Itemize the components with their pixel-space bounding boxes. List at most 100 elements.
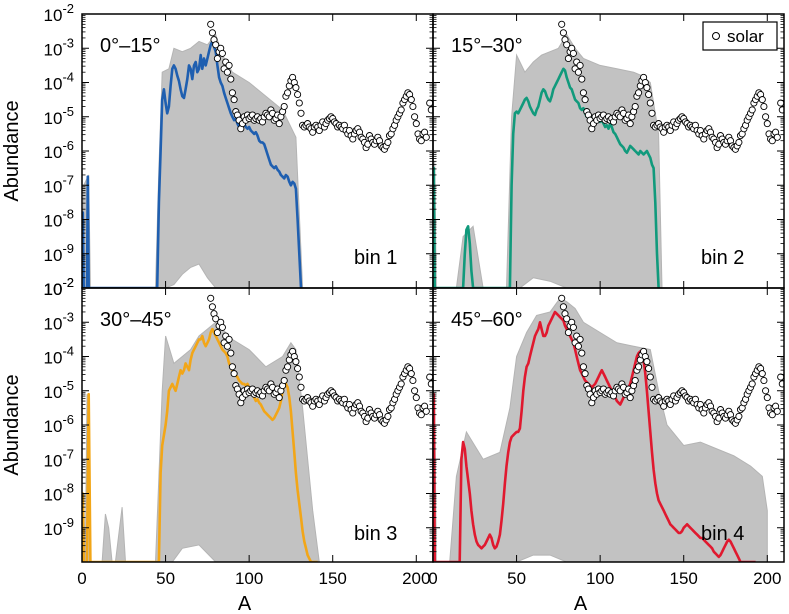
solar-point bbox=[227, 75, 235, 83]
solar-point bbox=[225, 335, 233, 343]
solar-point bbox=[295, 99, 303, 107]
solar-point bbox=[411, 387, 419, 395]
solar-point bbox=[563, 41, 571, 49]
solar-point bbox=[579, 363, 587, 371]
solar-point bbox=[648, 109, 656, 117]
solar-point bbox=[758, 96, 766, 104]
solar-point bbox=[218, 323, 226, 331]
x-tick-label: 200 bbox=[402, 569, 430, 588]
solar-point bbox=[773, 133, 781, 141]
y-tick-label: 10-4 bbox=[44, 344, 74, 368]
solar-point bbox=[228, 89, 236, 97]
bin-label: bin 3 bbox=[354, 523, 397, 545]
solar-point bbox=[297, 109, 305, 117]
y-tick-label: 10-4 bbox=[44, 70, 74, 94]
solar-point bbox=[292, 358, 300, 366]
series-line-bin-4 bbox=[433, 310, 756, 562]
solar-point bbox=[581, 96, 589, 104]
solar-point bbox=[735, 138, 743, 146]
solar-point bbox=[626, 120, 634, 128]
solar-point bbox=[574, 342, 582, 350]
solar-point bbox=[417, 137, 425, 145]
angle-label: 0°–15° bbox=[100, 35, 161, 57]
x-tick-label: 50 bbox=[156, 569, 175, 588]
panel-plot-area bbox=[433, 294, 784, 562]
model-envelope bbox=[82, 33, 304, 288]
y-axis-title: Abundance bbox=[1, 100, 23, 201]
solar-point bbox=[422, 133, 430, 141]
solar-point bbox=[218, 49, 226, 57]
series-line-bin-3 bbox=[82, 327, 318, 562]
panels-group: 10-2 10-3 10-4 10-5 10-6 10-7 10-8 10-9 10-2 0°–1… bbox=[44, 1, 785, 588]
solar-point bbox=[760, 376, 768, 385]
solar-point bbox=[763, 120, 771, 128]
solar-point bbox=[631, 102, 639, 111]
panel-4: 0 50 100 150 200 45°–60° bin 4 bbox=[428, 287, 785, 588]
solar-point bbox=[579, 89, 587, 97]
solar-point bbox=[645, 364, 653, 373]
solar-point bbox=[645, 90, 653, 99]
x-tick-label: 100 bbox=[586, 569, 614, 588]
solar-point bbox=[574, 68, 582, 76]
solar-point bbox=[643, 358, 651, 366]
panel-plot-area bbox=[433, 20, 784, 288]
model-envelope bbox=[82, 321, 320, 562]
series-line-bin-2 bbox=[433, 67, 660, 288]
y-tick-label: 10-5 bbox=[44, 378, 74, 402]
solar-point bbox=[412, 394, 420, 402]
solar-point bbox=[297, 383, 305, 391]
solar-point bbox=[227, 349, 235, 357]
y-axis-title: Abundance bbox=[1, 374, 23, 475]
solar-point bbox=[417, 411, 425, 419]
solar-point bbox=[646, 373, 654, 381]
solar-point bbox=[384, 412, 392, 420]
solar-point bbox=[284, 89, 292, 97]
x-tick-label: 150 bbox=[670, 569, 698, 588]
legend-label: solar bbox=[727, 27, 764, 46]
y-tick-label: 10-2 bbox=[44, 275, 74, 299]
solar-point bbox=[581, 370, 589, 378]
y-tick-label: 10-3 bbox=[44, 309, 74, 333]
solar-point bbox=[213, 54, 221, 63]
model-envelope bbox=[433, 33, 663, 288]
solar-point bbox=[762, 387, 770, 395]
panel-3: 0 50 100 150 200 10-2 10-3 10-4 10-5 10-6 10-7 10-8… bbox=[44, 275, 434, 588]
solar-point bbox=[409, 376, 417, 385]
solar-point bbox=[773, 407, 781, 415]
solar-point bbox=[284, 363, 292, 371]
y-tick-label-bottom: 10-2 bbox=[44, 275, 74, 299]
solar-point bbox=[763, 394, 771, 402]
solar-point bbox=[294, 90, 302, 99]
x-tick-label: 50 bbox=[507, 569, 526, 588]
solar-point bbox=[748, 380, 756, 388]
solar-points bbox=[207, 294, 433, 427]
y-tick-label: 10-8 bbox=[44, 207, 74, 231]
solar-point bbox=[280, 376, 288, 385]
solar-point bbox=[631, 376, 639, 385]
bin-label: bin 2 bbox=[701, 247, 744, 269]
solar-point bbox=[213, 328, 221, 337]
x-tick-label: 100 bbox=[235, 569, 263, 588]
solar-point bbox=[626, 394, 634, 402]
panel-1: 10-2 10-3 10-4 10-5 10-6 10-7 10-8 10-9 10-2 0°–1… bbox=[44, 1, 434, 299]
y-tick-label: 10-9 bbox=[44, 241, 74, 265]
x-tick-label: 200 bbox=[753, 569, 781, 588]
solar-point bbox=[578, 349, 586, 357]
legend-box bbox=[702, 21, 778, 51]
solar-point bbox=[407, 370, 415, 378]
bin-label: bin 1 bbox=[354, 247, 397, 269]
axis-labels-group: solar Abundance Abundance A A bbox=[1, 21, 778, 614]
solar-point bbox=[748, 106, 756, 114]
y-tick-label: 10-5 bbox=[44, 104, 74, 128]
legend-marker-icon bbox=[712, 32, 720, 40]
solar-point bbox=[411, 113, 419, 121]
solar-point bbox=[230, 96, 238, 104]
solar-point bbox=[384, 138, 392, 146]
solar-point bbox=[212, 315, 220, 323]
solar-point bbox=[208, 29, 216, 37]
solar-point bbox=[569, 49, 577, 57]
solar-point bbox=[426, 99, 433, 107]
solar-point bbox=[760, 102, 768, 111]
y-tick-label: 10-6 bbox=[44, 412, 74, 436]
